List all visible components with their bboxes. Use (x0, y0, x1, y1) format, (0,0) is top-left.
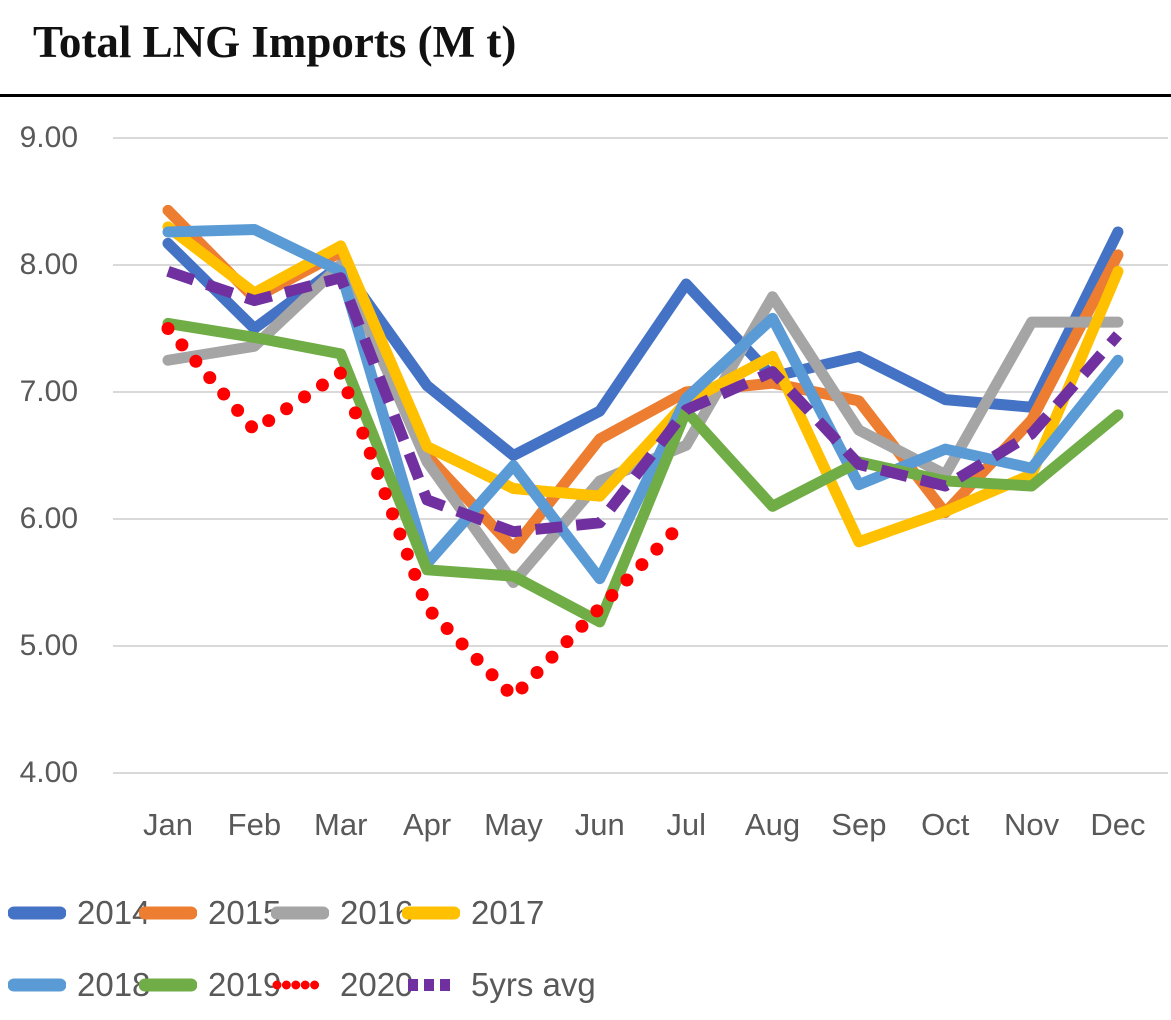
line-chart-plot-area (113, 137, 1168, 774)
legend-item-2016: 2016 (271, 894, 414, 931)
x-axis-label: Apr (402, 807, 452, 842)
legend-swatch-2014 (8, 906, 66, 920)
legend-swatch-2017 (402, 906, 460, 920)
x-axis-label: Mar (314, 807, 368, 842)
series-line-2020 (161, 322, 693, 704)
x-axis-label: Jan (143, 807, 193, 842)
legend-label: 2019 (208, 966, 282, 1003)
legend-label: 2017 (471, 894, 545, 931)
y-axis-label: 7.00 (19, 375, 78, 408)
x-axis-label: Jul (666, 807, 706, 842)
legend-item-2018: 2018 (8, 966, 151, 1003)
y-axis-label: 8.00 (19, 248, 78, 281)
legend-label: 2018 (77, 966, 151, 1003)
series-line-2019 (162, 317, 1124, 628)
legend-swatch-2019 (139, 978, 197, 992)
x-axis-label: Sep (831, 807, 887, 842)
legend-label: 2016 (340, 894, 414, 931)
x-axis-label: Oct (921, 807, 970, 842)
legend-item-2017: 2017 (402, 894, 545, 931)
x-axis-label: May (484, 807, 543, 842)
legend-swatch-2020 (272, 980, 328, 990)
legend-item-2019: 2019 (139, 966, 282, 1003)
y-axis-label: 5.00 (19, 629, 78, 662)
x-axis-label: Dec (1090, 807, 1146, 842)
legend-swatch-2018 (8, 978, 66, 992)
legend-swatch-2015 (139, 906, 197, 920)
legend-item-2015: 2015 (139, 894, 282, 931)
legend-label: 2020 (340, 966, 414, 1003)
legend-label: 2014 (77, 894, 151, 931)
y-axis-label: 9.00 (19, 121, 78, 154)
x-axis-label: Jun (574, 807, 625, 842)
x-axis-label: Feb (227, 807, 282, 842)
legend-item-2020: 2020 (271, 966, 414, 1003)
legend-item-2014: 2014 (8, 894, 151, 931)
series-line-5yrs-avg (166, 266, 1123, 538)
legend-swatch-2016 (271, 906, 329, 920)
legend-label: 2015 (208, 894, 282, 931)
x-axis-label: Nov (1004, 807, 1060, 842)
series-line-2018 (162, 223, 1124, 585)
title-underline (0, 94, 1171, 97)
page-title: Total LNG Imports (M t) (33, 17, 517, 67)
legend-label: 5yrs avg (471, 966, 596, 1003)
y-axis-label: 4.00 (19, 756, 78, 789)
legend-swatch-5yrs-avg (408, 979, 454, 991)
y-axis-label: 6.00 (19, 502, 78, 535)
series-line-2017 (162, 221, 1124, 548)
x-axis-label: Aug (744, 807, 801, 842)
series-line-2016 (162, 259, 1124, 588)
legend-item-5yrs-avg: 5yrs avg (402, 966, 596, 1003)
